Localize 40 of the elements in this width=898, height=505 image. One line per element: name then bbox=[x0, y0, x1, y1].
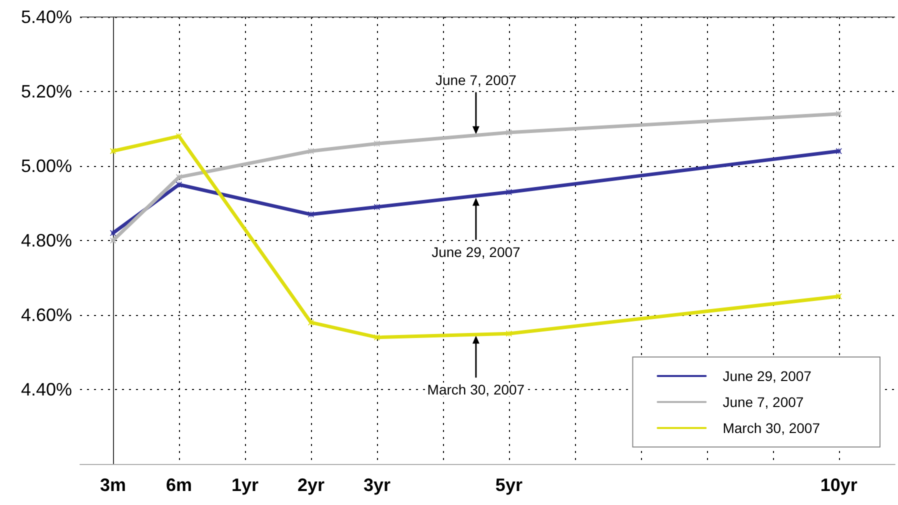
point bbox=[374, 334, 380, 340]
y-tick-label: 5.20% bbox=[20, 82, 72, 102]
point bbox=[308, 211, 314, 218]
point bbox=[836, 293, 842, 300]
point bbox=[506, 189, 512, 196]
point bbox=[374, 204, 380, 210]
legend-label: June 7, 2007 bbox=[722, 394, 804, 410]
annotation: June 7, 2007 bbox=[435, 72, 517, 88]
annotation: June 29, 2007 bbox=[432, 244, 521, 260]
y-tick-label: 4.60% bbox=[20, 305, 72, 325]
point bbox=[110, 238, 116, 244]
point bbox=[176, 174, 182, 180]
y-tick-label: 5.00% bbox=[20, 156, 72, 176]
point bbox=[836, 110, 842, 117]
legend-label: March 30, 2007 bbox=[722, 420, 820, 436]
point bbox=[176, 182, 182, 188]
point bbox=[308, 148, 314, 154]
x-tick-label: 2yr bbox=[297, 475, 324, 495]
y-tick-label: 5.40% bbox=[20, 7, 72, 27]
point bbox=[506, 330, 512, 337]
point bbox=[374, 140, 380, 147]
point bbox=[308, 319, 314, 326]
x-tick-label: 6m bbox=[166, 475, 192, 495]
x-tick-label: 3yr bbox=[363, 475, 390, 495]
annotation: March 30, 2007 bbox=[427, 382, 525, 398]
x-tick-label: 10yr bbox=[820, 475, 858, 495]
legend-label: June 29, 2007 bbox=[722, 368, 812, 384]
point bbox=[176, 133, 182, 140]
y-tick-label: 4.40% bbox=[20, 380, 72, 400]
x-tick-label: 1yr bbox=[231, 475, 258, 495]
line-series bbox=[110, 110, 842, 244]
x-tick-label: 3m bbox=[100, 475, 126, 495]
point bbox=[836, 148, 842, 154]
point bbox=[506, 129, 512, 136]
line-series bbox=[110, 148, 842, 236]
line-series bbox=[110, 133, 842, 340]
y-tick-label: 4.80% bbox=[20, 230, 72, 250]
point bbox=[110, 230, 116, 236]
point bbox=[110, 148, 116, 154]
x-tick-label: 5yr bbox=[495, 475, 522, 495]
